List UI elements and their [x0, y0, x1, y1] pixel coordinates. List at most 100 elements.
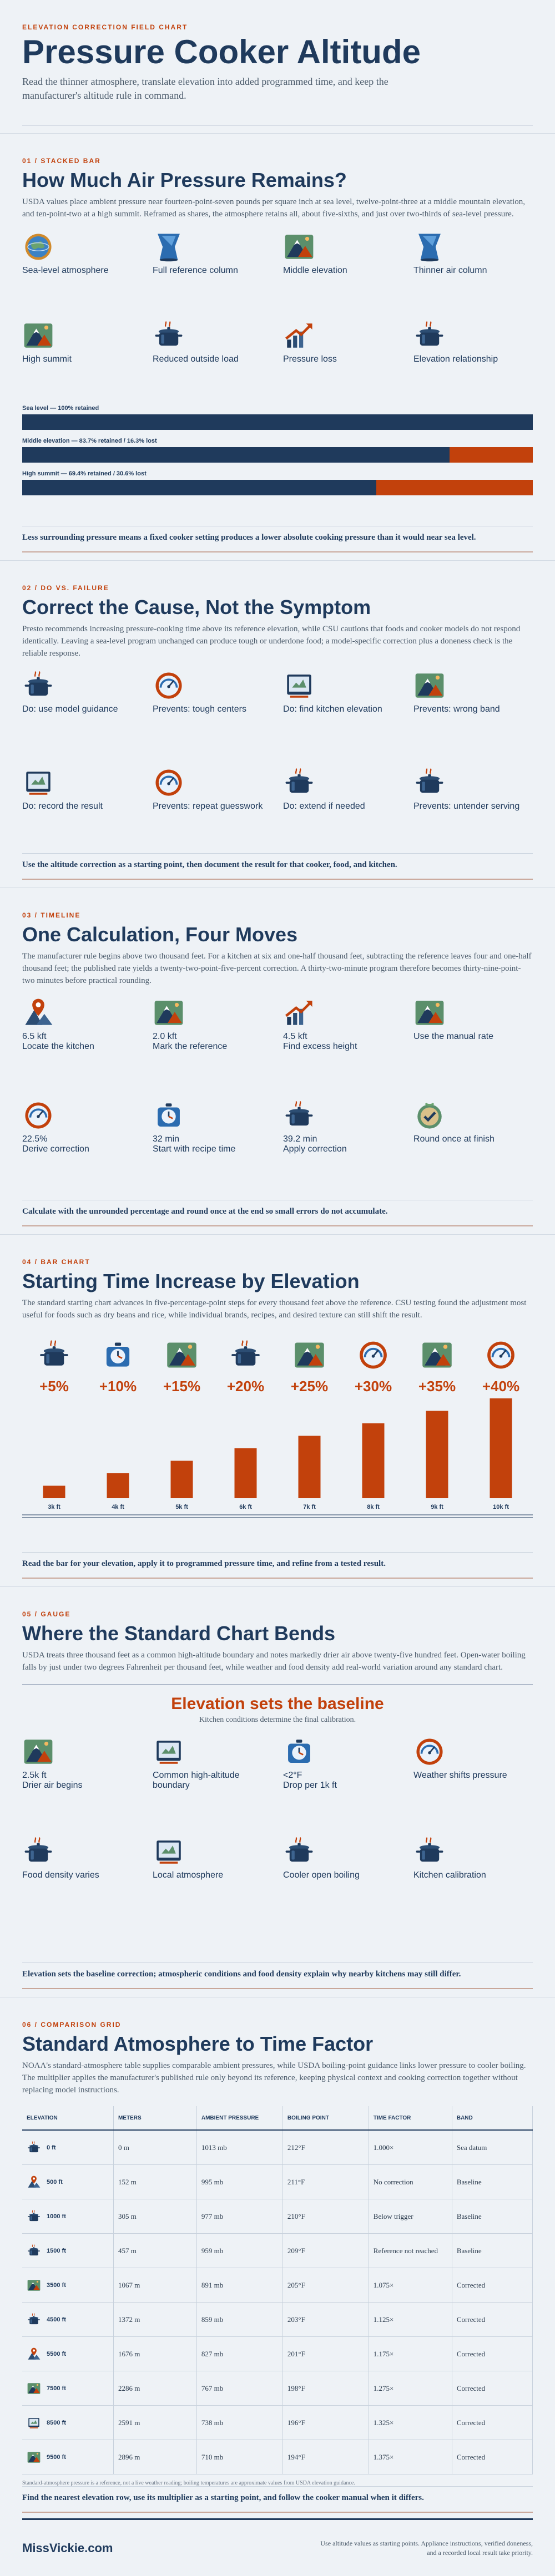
- card-value: 32 min: [153, 1134, 180, 1144]
- card-value: 4.5 kft: [283, 1032, 307, 1042]
- subtitle: Read the thinner atmosphere, translate e…: [22, 76, 389, 102]
- icon: [22, 1099, 54, 1132]
- cell-text: 203°F: [287, 2315, 305, 2324]
- section-label: 04 / BAR CHART: [22, 1258, 90, 1266]
- icon: [153, 670, 185, 702]
- cell-text: Corrected: [456, 2418, 486, 2427]
- table-cell: 212°F: [282, 2130, 369, 2166]
- icon: [27, 2416, 41, 2430]
- cell-text: 0 m: [118, 2143, 129, 2152]
- cell-text: 2896 m: [118, 2452, 140, 2461]
- card: Reduced outside load: [153, 320, 272, 397]
- card: High summit: [22, 320, 142, 397]
- value-label: +20%: [227, 1378, 264, 1395]
- icon: [283, 997, 315, 1029]
- table-cell: 196°F: [282, 2405, 369, 2441]
- card: Local atmosphere: [153, 1835, 272, 1924]
- x-tick-label: 3k ft: [48, 1504, 60, 1510]
- x-tick-label: 5k ft: [175, 1504, 188, 1510]
- icon: [413, 997, 446, 1029]
- icon: [283, 231, 315, 263]
- section: 03 / TIMELINE One Calculation, Four Move…: [0, 888, 555, 1234]
- icon: [153, 767, 185, 799]
- card-value: 2.5k ft: [22, 1770, 47, 1780]
- card: Do: extend if needed: [283, 767, 402, 853]
- card: Sea-level atmosphere: [22, 231, 142, 308]
- icon: [153, 320, 185, 352]
- card-label: Apply correction: [283, 1144, 347, 1154]
- icon: [413, 1736, 446, 1768]
- value-label: +40%: [482, 1378, 519, 1395]
- table-cell: 211°F: [282, 2164, 369, 2200]
- icon: [283, 670, 315, 702]
- bar-icon: [105, 1341, 130, 1367]
- icon-shape: [28, 2176, 40, 2188]
- table-cell: 2896 m: [113, 2440, 197, 2475]
- table-cell: Corrected: [452, 2405, 533, 2441]
- card: Full reference column: [153, 231, 272, 308]
- table-cell: 1.075×: [369, 2268, 452, 2303]
- section-heading: Standard Atmosphere to Time Factor: [22, 2032, 374, 2055]
- table-cell: 8500 ft: [22, 2405, 114, 2441]
- card: Prevents: repeat guesswork: [153, 767, 272, 853]
- card: Kitchen calibration: [413, 1835, 533, 1924]
- table-cell: 2286 m: [113, 2371, 197, 2406]
- table-row: 3500 ft 1067 m 891 mb 205°F 1.075× Corrected: [22, 2268, 533, 2303]
- card-label: Common high-altitude boundary: [153, 1770, 240, 1790]
- card: 39.2 min Apply correction: [283, 1099, 402, 1191]
- icon-shape: [286, 323, 312, 348]
- icon-shape: [28, 2142, 40, 2153]
- cell-text: 210°F: [287, 2212, 305, 2220]
- icon-shape: [28, 2210, 40, 2222]
- section-heading: Where the Standard Chart Bends: [22, 1622, 336, 1645]
- cell-text: 891 mb: [201, 2280, 224, 2289]
- icon: [283, 1835, 315, 1868]
- bar: [490, 1398, 512, 1498]
- card: Weather shifts pressure: [413, 1736, 533, 1824]
- table-cell: 152 m: [113, 2164, 197, 2200]
- icon-shape: [155, 770, 181, 796]
- value-label: +15%: [163, 1378, 200, 1395]
- card-label: Drop per 1k ft: [283, 1780, 337, 1790]
- cell-text: Corrected: [456, 2315, 486, 2324]
- card-label: Drier air begins: [22, 1780, 83, 1790]
- cell-text: 305 m: [118, 2212, 137, 2220]
- cell-text: 194°F: [287, 2452, 305, 2461]
- cell-text: 0 ft: [47, 2144, 56, 2151]
- icon-shape: [155, 1001, 183, 1026]
- header-block: ELEVATION CORRECTION FIELD CHART Pressur…: [22, 23, 533, 125]
- stacked-bars: Sea level — 100% retained Middle elevatio…: [22, 405, 533, 503]
- card-label: Kitchen calibration: [413, 1870, 486, 1880]
- x-tick-label: 8k ft: [367, 1504, 380, 1510]
- footer-note: Use altitude values as starting points. …: [320, 2539, 533, 2557]
- table-cell: 4500 ft: [22, 2302, 114, 2337]
- icon-shape: [416, 1837, 443, 1862]
- icon-shape: [25, 1837, 52, 1862]
- table-cell: 500 ft: [22, 2164, 114, 2200]
- table-cell: 827 mb: [196, 2336, 283, 2372]
- card: 22.5% Derive correction: [22, 1099, 142, 1191]
- icon-shape: [28, 2452, 41, 2463]
- table-cell: 209°F: [282, 2233, 369, 2269]
- table-cell: 0 m: [113, 2130, 197, 2166]
- bar-segment: [22, 479, 377, 495]
- icon-shape: [416, 1001, 444, 1026]
- bar-track: [22, 479, 533, 495]
- card: Middle elevation: [283, 231, 402, 308]
- card-value: <2°F: [283, 1770, 302, 1780]
- icon: [22, 670, 54, 702]
- table-cell: 1.125×: [369, 2302, 452, 2337]
- table-cell: 210°F: [282, 2199, 369, 2234]
- value-label: +30%: [355, 1378, 392, 1395]
- cell-text: 209°F: [287, 2246, 305, 2255]
- icon-shape: [287, 675, 311, 698]
- icon-shape: [28, 2418, 39, 2428]
- icon: [27, 2450, 41, 2465]
- section-label: 05 / GAUGE: [22, 1610, 71, 1618]
- card: Do: find kitchen elevation: [283, 670, 402, 755]
- card-label: Middle elevation: [283, 265, 347, 275]
- cell-text: 212°F: [287, 2143, 305, 2152]
- card-label: Do: record the result: [22, 802, 103, 812]
- section-heading: How Much Air Pressure Remains?: [22, 169, 347, 191]
- icon-shape: [286, 769, 313, 793]
